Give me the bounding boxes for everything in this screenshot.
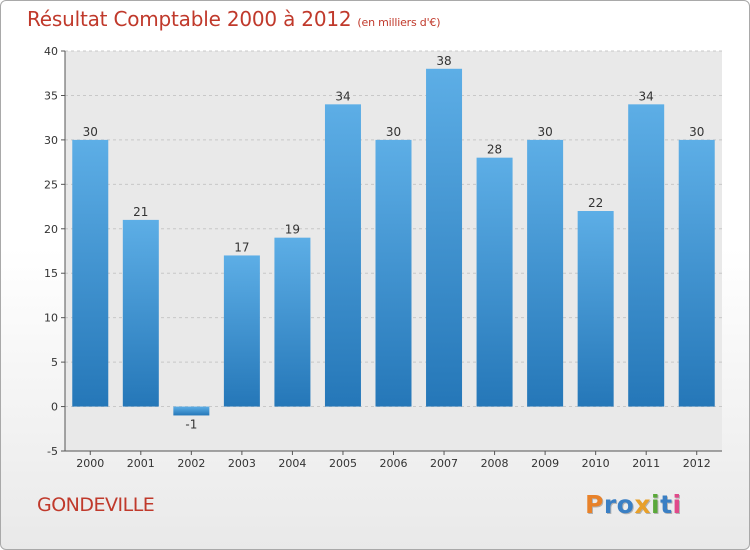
bar bbox=[223, 255, 260, 407]
x-tick-label: 2005 bbox=[329, 457, 357, 470]
data-label: 19 bbox=[285, 223, 300, 237]
x-tick-label: 2011 bbox=[632, 457, 660, 470]
bar bbox=[375, 139, 412, 407]
y-tick-label: 5 bbox=[51, 356, 58, 369]
y-tick-label: 25 bbox=[44, 178, 58, 191]
logo-letter: r bbox=[603, 490, 617, 519]
x-tick-label: 2003 bbox=[228, 457, 256, 470]
x-tick-label: 2009 bbox=[531, 457, 559, 470]
logo-letter: i bbox=[651, 490, 661, 519]
bar bbox=[476, 157, 513, 407]
y-tick-label: 30 bbox=[44, 134, 58, 147]
y-tick-label: 10 bbox=[44, 312, 58, 325]
data-label: 30 bbox=[689, 125, 704, 139]
data-label: 30 bbox=[83, 125, 98, 139]
x-tick-label: 2007 bbox=[430, 457, 458, 470]
x-tick-label: 2004 bbox=[278, 457, 306, 470]
data-label: 30 bbox=[537, 125, 552, 139]
data-label: -1 bbox=[185, 417, 197, 431]
data-label: 30 bbox=[386, 125, 401, 139]
y-tick-label: -5 bbox=[47, 445, 58, 458]
x-tick-label: 2000 bbox=[76, 457, 104, 470]
x-tick-label: 2006 bbox=[380, 457, 408, 470]
bar bbox=[678, 139, 715, 407]
bar bbox=[527, 139, 564, 407]
commune-name: GONDEVILLE bbox=[37, 494, 155, 516]
data-label: 28 bbox=[487, 143, 502, 157]
x-tick-label: 2010 bbox=[582, 457, 610, 470]
y-tick-label: 20 bbox=[44, 223, 58, 236]
logo-letter: o bbox=[616, 490, 635, 519]
bar bbox=[426, 68, 463, 407]
logo-letter: P bbox=[585, 490, 604, 519]
x-tick-label: 2008 bbox=[481, 457, 509, 470]
x-tick-label: 2012 bbox=[683, 457, 711, 470]
y-tick-label: 35 bbox=[44, 89, 58, 102]
y-tick-label: 15 bbox=[44, 267, 58, 280]
y-tick-label: 40 bbox=[44, 45, 58, 58]
bar bbox=[577, 211, 614, 407]
data-label: 34 bbox=[335, 89, 350, 103]
bar bbox=[324, 104, 361, 407]
y-tick-label: 0 bbox=[51, 401, 58, 414]
data-label: 21 bbox=[133, 205, 148, 219]
bar bbox=[173, 406, 210, 416]
proxiti-logo: Proxiti bbox=[585, 490, 682, 519]
data-label: 22 bbox=[588, 196, 603, 210]
chart-title: Résultat Comptable 2000 à 2012 (en millie… bbox=[27, 7, 441, 31]
bar bbox=[628, 104, 665, 407]
logo-letter: x bbox=[634, 490, 651, 519]
logo-letter: i bbox=[672, 490, 682, 519]
data-label: 38 bbox=[436, 54, 451, 68]
chart-subtitle: (en milliers d'€) bbox=[357, 16, 441, 29]
chart-title-text: Résultat Comptable 2000 à 2012 bbox=[27, 7, 352, 31]
bar bbox=[72, 139, 109, 407]
data-label: 17 bbox=[234, 240, 249, 254]
logo-letter: t bbox=[660, 490, 673, 519]
bar bbox=[274, 237, 311, 407]
x-tick-label: 2001 bbox=[127, 457, 155, 470]
x-tick-label: 2002 bbox=[177, 457, 205, 470]
bar bbox=[122, 219, 159, 407]
data-label: 34 bbox=[639, 89, 654, 103]
